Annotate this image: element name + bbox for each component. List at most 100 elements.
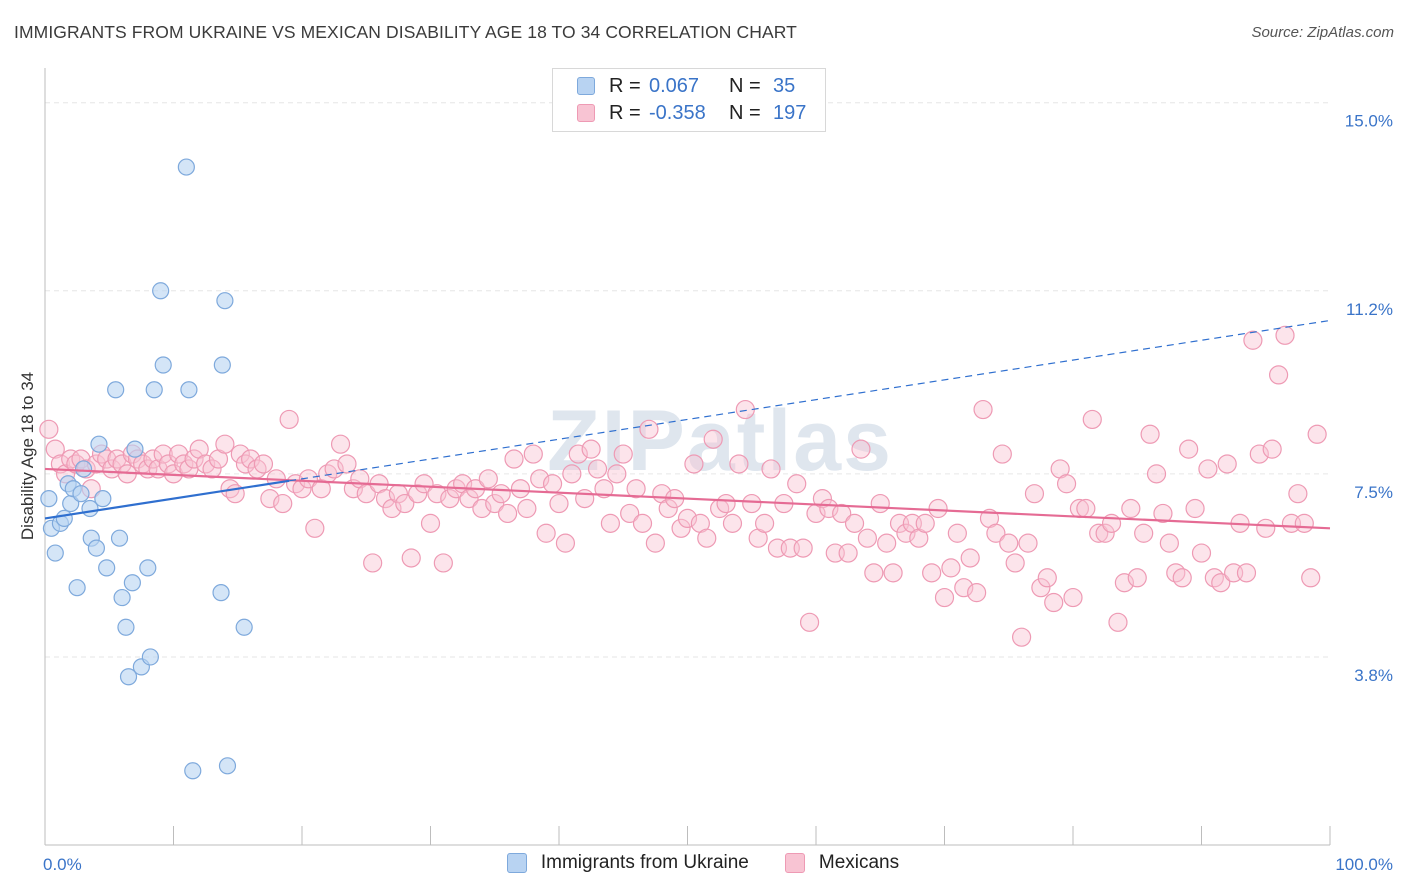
n-value: 197 (773, 101, 807, 124)
mexicans-points (39, 325, 1327, 647)
mexicans-point (478, 469, 498, 489)
mexicans-point (954, 578, 974, 598)
x-tick-label: 100.0% (1335, 855, 1393, 874)
legend-label: Mexicans (818, 852, 900, 873)
mexicans-point (337, 454, 357, 474)
ukraine-point (184, 762, 202, 780)
legend-item-ukraine[interactable]: Immigrants from Ukraine (506, 852, 749, 874)
mexicans-point (613, 444, 633, 464)
ukraine-point (213, 356, 231, 374)
r-value: -0.358 (649, 101, 706, 124)
mexicans-point (169, 444, 189, 464)
mexicans-point (639, 419, 659, 439)
mexicans-point (742, 493, 762, 514)
mexicans-point (158, 454, 178, 474)
mexicans-point (568, 444, 588, 464)
mexicans-point (1172, 568, 1192, 588)
mexicans-point (408, 484, 428, 504)
mexicans-point (632, 513, 653, 533)
watermark: ZIPatlas (547, 393, 893, 489)
ukraine-points (40, 158, 253, 780)
chart-title: IMMIGRANTS FROM UKRAINE VS MEXICAN DISAB… (14, 22, 797, 42)
mexicans-point (498, 503, 518, 524)
mexicans-point (472, 498, 492, 519)
mexicans-point (1031, 578, 1051, 598)
mexicans-point (433, 553, 453, 573)
ukraine-point (145, 381, 163, 399)
mexicans-point (1262, 439, 1282, 459)
mexicans-point (915, 513, 935, 533)
mexicans-point (510, 479, 531, 499)
mexicans-point (960, 548, 980, 568)
source-label: Source: ZipAtlas.com (1251, 24, 1394, 41)
legend-label: Immigrants from Ukraine (540, 852, 749, 873)
ukraine-point (216, 292, 234, 310)
ukraine-point (90, 435, 108, 453)
mexicans-point (39, 419, 59, 439)
ukraine-point (119, 668, 138, 686)
ukraine-trend-line (44, 479, 290, 520)
ukraine-point (139, 559, 157, 577)
mexicans-point (253, 454, 274, 474)
mexicans-point (1082, 409, 1102, 430)
ukraine-point (68, 579, 86, 597)
mexicans-point (812, 489, 833, 509)
legend-row-mexicans: R = -0.358 N = 197 (553, 100, 806, 126)
mexicans-point (427, 484, 447, 504)
mexicans-point (799, 612, 820, 632)
mexicans-point (575, 489, 595, 509)
mexicans-point (671, 518, 691, 538)
mexicans-point (1275, 325, 1295, 345)
mexicans-point (697, 528, 717, 548)
ukraine-point (152, 282, 170, 300)
mexicans-point (305, 518, 325, 538)
mexicans-point (1217, 454, 1237, 474)
mexicans-point (1089, 523, 1109, 543)
mexicans-point (1018, 533, 1038, 553)
ukraine-point (126, 440, 144, 458)
mexicans-point (363, 553, 383, 573)
ukraine-point (87, 539, 106, 557)
mexicans-point (941, 558, 961, 578)
ukraine-point (55, 509, 73, 528)
mexicans-point (600, 513, 621, 533)
trend-lines (44, 319, 1331, 530)
mexicans-point (542, 474, 563, 494)
r-label: R = (609, 101, 641, 124)
mexicans-point (607, 464, 627, 484)
mexicans-point (986, 523, 1006, 543)
mexicans-point (594, 479, 614, 499)
mexicans-point (684, 454, 704, 474)
mexicans-point (1140, 424, 1160, 444)
mexicans-point (1166, 563, 1186, 583)
mexicans-point (1024, 484, 1045, 504)
mexicans-point (1204, 568, 1224, 588)
mexicans-point (523, 444, 543, 464)
mexicans-point (645, 533, 665, 553)
n-label: N = (729, 74, 761, 97)
x-tick-labels: 0.0% 100.0% (43, 855, 1393, 874)
mexicans-point (420, 513, 441, 533)
ukraine-swatch (506, 853, 527, 873)
mexicans-point (1134, 523, 1154, 543)
ukraine-point (46, 544, 64, 562)
mexicans-point (1236, 563, 1257, 583)
mexicans-trend-line (44, 467, 1331, 530)
mexicans-point (1191, 543, 1212, 563)
mexicans-point (877, 533, 897, 553)
mexicans-point (485, 493, 505, 514)
legend-row-ukraine: R = 0.067 N = 35 (553, 73, 795, 99)
mexicans-point (587, 459, 608, 479)
y-tick-label: 3.8% (1354, 666, 1393, 685)
mexicans-point (947, 523, 967, 543)
y-tick-label: 11.2% (1346, 300, 1393, 319)
mexicans-point (896, 523, 916, 543)
mexicans-point (45, 439, 65, 459)
mexicans-point (870, 493, 890, 514)
ukraine-point (110, 529, 129, 547)
mexicans-point (992, 444, 1012, 464)
mexicans-point (1056, 474, 1077, 494)
mexicans-point (735, 399, 755, 420)
legend-item-mexicans[interactable]: Mexicans (784, 852, 900, 874)
mexicans-swatch (784, 853, 805, 873)
